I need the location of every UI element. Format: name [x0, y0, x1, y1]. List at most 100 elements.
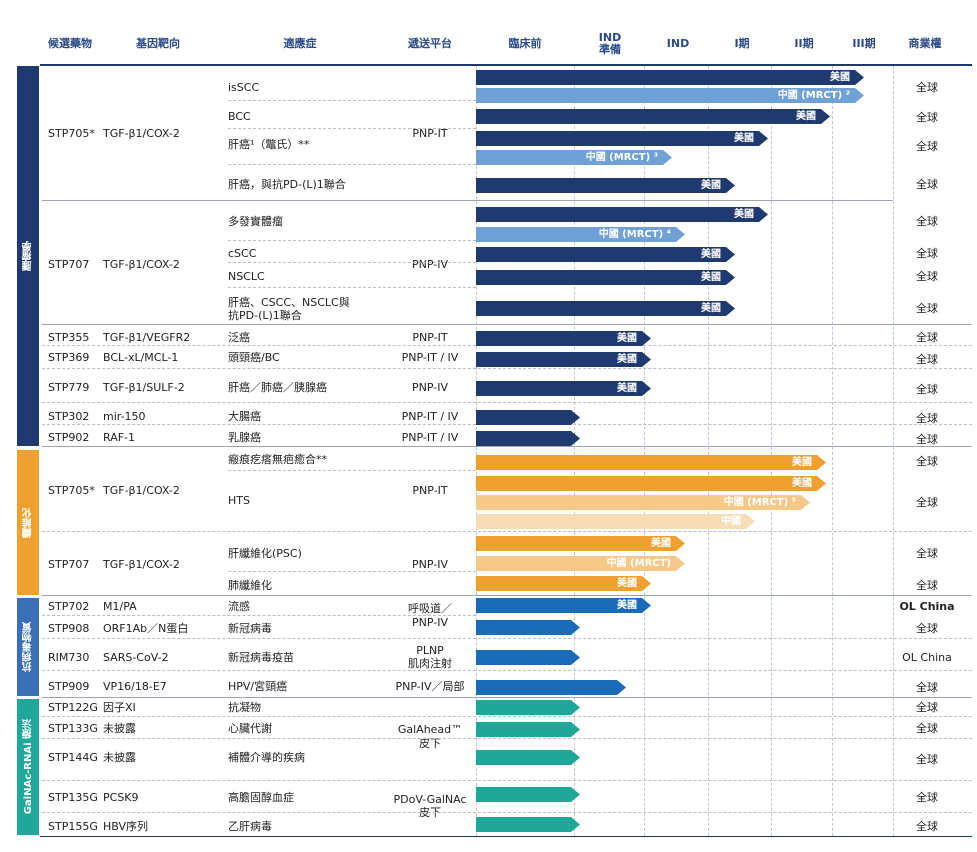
stage-divider: [893, 66, 894, 836]
commercial-rights: 全球: [916, 820, 938, 833]
row-separator: [42, 780, 972, 781]
bar-region-label: 美國: [701, 180, 721, 191]
bar-region-label: 中國 (MRCT): [606, 558, 671, 569]
indication-label: 流感: [228, 600, 250, 613]
pipeline-progress-bar: 美國: [476, 352, 651, 367]
header-ind: IND: [666, 37, 690, 50]
indication-label: 補體介導的疾病: [228, 751, 305, 764]
pipeline-progress-bar: 美國: [476, 178, 735, 193]
header-rule: [40, 64, 972, 66]
bar-region-label: 美國: [617, 333, 637, 344]
commercial-rights: 全球: [916, 701, 938, 714]
indication-label: 多發實體瘤: [228, 215, 283, 228]
gene-target: TGF-β1/COX-2: [103, 484, 180, 497]
bar-region-label: 美國: [830, 72, 850, 83]
header-drug: 候選藥物: [48, 37, 92, 50]
bar-region-label: 美國: [651, 538, 671, 549]
gene-target: TGF-β1/COX-2: [103, 558, 180, 571]
commercial-rights: 全球: [916, 722, 938, 735]
pipeline-progress-bar: 中國 (MRCT) ²: [476, 88, 864, 103]
stage-divider: [832, 66, 833, 836]
drug-name: STP707: [48, 558, 90, 571]
commercial-rights: 全球: [916, 547, 938, 560]
row-separator: [228, 470, 476, 471]
commercial-rights: 全球: [916, 331, 938, 344]
drug-name: STP702: [48, 600, 90, 613]
commercial-rights: 全球: [916, 579, 938, 592]
header-target: 基因靶向: [136, 37, 180, 50]
pipeline-progress-bar: 美國: [476, 109, 830, 124]
commercial-rights: 全球: [916, 412, 938, 425]
bar-region-label: 美國: [792, 478, 812, 489]
indication-label: 心臟代謝: [228, 722, 272, 735]
indication-label: HPV/宮頸癌: [228, 680, 288, 693]
pipeline-progress-bar: 中國: [476, 514, 755, 529]
indication-label: 抗PD-(L)1聯合: [228, 309, 302, 322]
pipeline-progress-bar: 美國: [476, 247, 735, 262]
row-separator: [42, 595, 972, 596]
pipeline-progress-bar: 美國: [476, 536, 685, 551]
stage-divider: [708, 66, 709, 836]
commercial-rights: 全球: [916, 383, 938, 396]
drug-name: STP144G: [48, 751, 98, 764]
row-separator: [42, 716, 972, 717]
header-preclinical: 臨床前: [508, 37, 542, 50]
pipeline-progress-bar: 中國 (MRCT) ⁵: [476, 495, 810, 510]
pipeline-progress-bar: [476, 680, 626, 695]
pipeline-progress-bar: [476, 817, 580, 832]
bar-region-label: 美國: [734, 133, 754, 144]
commercial-rights: 全球: [916, 247, 938, 260]
commercial-rights: 全球: [916, 81, 938, 94]
gene-target: RAF-1: [103, 431, 136, 444]
pipeline-progress-bar: [476, 722, 580, 737]
row-separator: [42, 200, 893, 201]
bar-region-label: 美國: [701, 303, 721, 314]
pipeline-progress-bar: [476, 431, 580, 446]
bar-region-label: 美國: [792, 457, 812, 468]
bar-region-label: 美國: [617, 383, 637, 394]
drug-name: STP369: [48, 351, 90, 364]
row-separator: [42, 812, 972, 813]
commercial-rights: 全球: [916, 681, 938, 694]
commercial-rights: 全球: [916, 353, 938, 366]
gene-target: ORF1Ab／N蛋白: [103, 622, 189, 635]
commercial-rights: 全球: [916, 215, 938, 228]
pipeline-progress-bar: 美國: [476, 207, 768, 222]
header-ind-prep-line2: 準備: [599, 43, 621, 56]
pipeline-progress-bar: 中國 (MRCT) ³: [476, 150, 672, 165]
drug-name: STP355: [48, 331, 90, 344]
pipeline-progress-bar: 美國: [476, 598, 651, 613]
drug-name: STP705*: [48, 484, 95, 497]
indication-label: isSCC: [228, 81, 260, 94]
bar-region-label: 中國 (MRCT) ⁵: [723, 497, 796, 508]
row-separator: [228, 128, 476, 129]
category-label: 纖維化: [22, 507, 34, 538]
pipeline-progress-bar: 美國: [476, 301, 735, 316]
header-ind-prep-line1: IND: [598, 31, 622, 44]
drug-name: RIM730: [48, 651, 90, 664]
bar-region-label: 美國: [617, 600, 637, 611]
delivery-platform: PDoV-GalNAc: [393, 793, 467, 806]
indication-label: 肝癌¹（鼈氏）**: [228, 138, 310, 151]
drug-name: STP779: [48, 381, 90, 394]
stage-divider: [644, 66, 645, 836]
row-separator: [228, 240, 476, 241]
header-phase3: III期: [852, 37, 876, 50]
gene-target: TGF-β1/VEGFR2: [103, 331, 191, 344]
drug-name: STP902: [48, 431, 90, 444]
commercial-rights: 全球: [916, 496, 938, 509]
commercial-rights: 全球: [916, 433, 938, 446]
header-platform: 遞送平台: [408, 37, 452, 50]
row-separator: [42, 324, 972, 325]
drug-name: STP705*: [48, 127, 95, 140]
row-separator: [228, 287, 476, 288]
row-separator: [42, 697, 972, 698]
pipeline-progress-bar: 美國: [476, 270, 735, 285]
commercial-rights: OL China: [899, 600, 955, 613]
bar-region-label: 美國: [701, 272, 721, 283]
row-separator: [42, 670, 972, 671]
delivery-platform: PNP-IT / IV: [401, 431, 459, 444]
pipeline-progress-bar: 美國: [476, 331, 651, 346]
pipeline-progress-bar: 美國: [476, 576, 651, 591]
stage-divider: [476, 66, 477, 836]
